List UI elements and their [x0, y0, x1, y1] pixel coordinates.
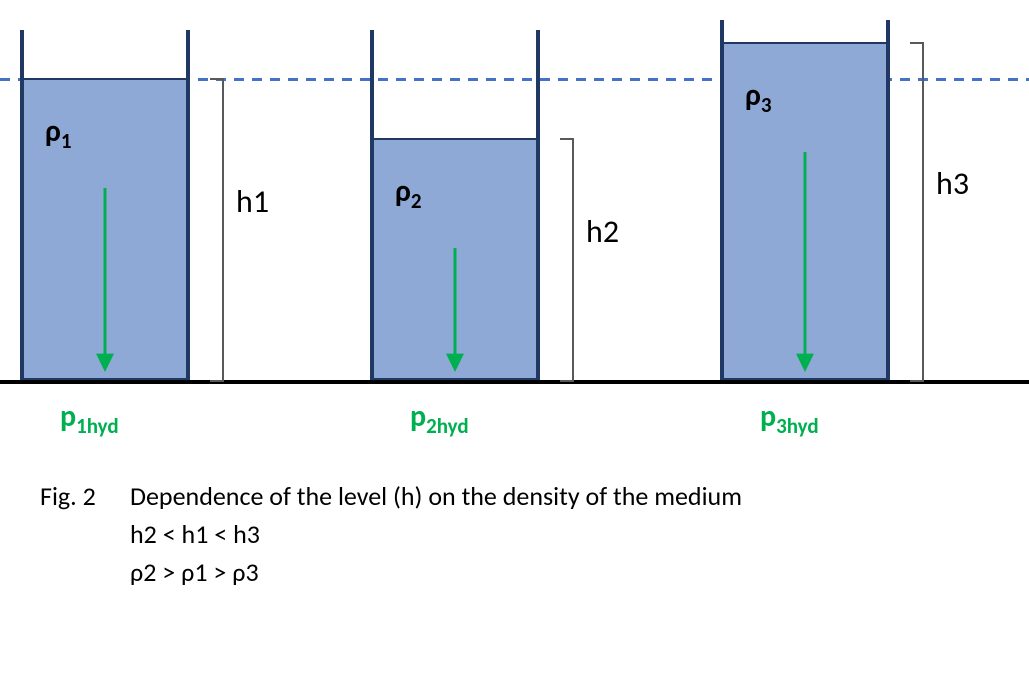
caption-line-2: h2 < h1 < h3	[130, 518, 830, 550]
ground-line	[0, 380, 1029, 384]
figure-caption: Fig. 2Dependence of the level (h) on the…	[40, 480, 830, 594]
rho-symbol: ρ	[395, 173, 411, 210]
caption-indent	[40, 556, 130, 588]
pressure-label-2: p2hyd	[410, 398, 469, 439]
vessel-wall-2-right	[536, 30, 540, 380]
rho-label-2: ρ2	[395, 173, 422, 214]
rho-symbol: ρ	[745, 77, 761, 114]
vessel-wall-3-left	[720, 20, 724, 380]
vessel-wall-1-right	[186, 30, 190, 380]
caption-line-1: Dependence of the level (h) on the densi…	[130, 480, 830, 512]
rho-symbol: ρ	[45, 113, 61, 150]
p-subscript: 3hyd	[776, 413, 819, 439]
height-bracket-1	[210, 78, 224, 382]
height-label-2: h2	[586, 212, 619, 251]
p-subscript: 1hyd	[76, 413, 119, 439]
pressure-label-1: p1hyd	[60, 398, 119, 439]
vessel-wall-3-right	[886, 20, 890, 380]
height-label-1: h1	[236, 182, 269, 221]
rho-label-3: ρ3	[745, 77, 772, 118]
pressure-arrow-1	[90, 188, 120, 380]
p-symbol: p	[60, 398, 76, 435]
p-subscript: 2hyd	[426, 413, 469, 439]
rho-subscript: 2	[411, 188, 422, 214]
height-bracket-2	[560, 138, 574, 382]
rho-label-1: ρ1	[45, 113, 72, 154]
vessel-wall-1-left	[20, 30, 24, 380]
rho-subscript: 3	[761, 92, 772, 118]
height-bracket-3	[910, 42, 924, 382]
p-symbol: p	[410, 398, 426, 435]
rho-subscript: 1	[61, 128, 72, 154]
pressure-arrow-3	[790, 152, 820, 380]
figure-number: Fig. 2	[40, 480, 130, 512]
caption-line-3: ρ2 > ρ1 > ρ3	[130, 556, 830, 588]
p-symbol: p	[760, 398, 776, 435]
pressure-arrow-2	[440, 248, 470, 380]
height-label-3: h3	[936, 164, 969, 203]
pressure-label-3: p3hyd	[760, 398, 819, 439]
caption-indent	[40, 518, 130, 550]
vessel-wall-2-left	[370, 30, 374, 380]
